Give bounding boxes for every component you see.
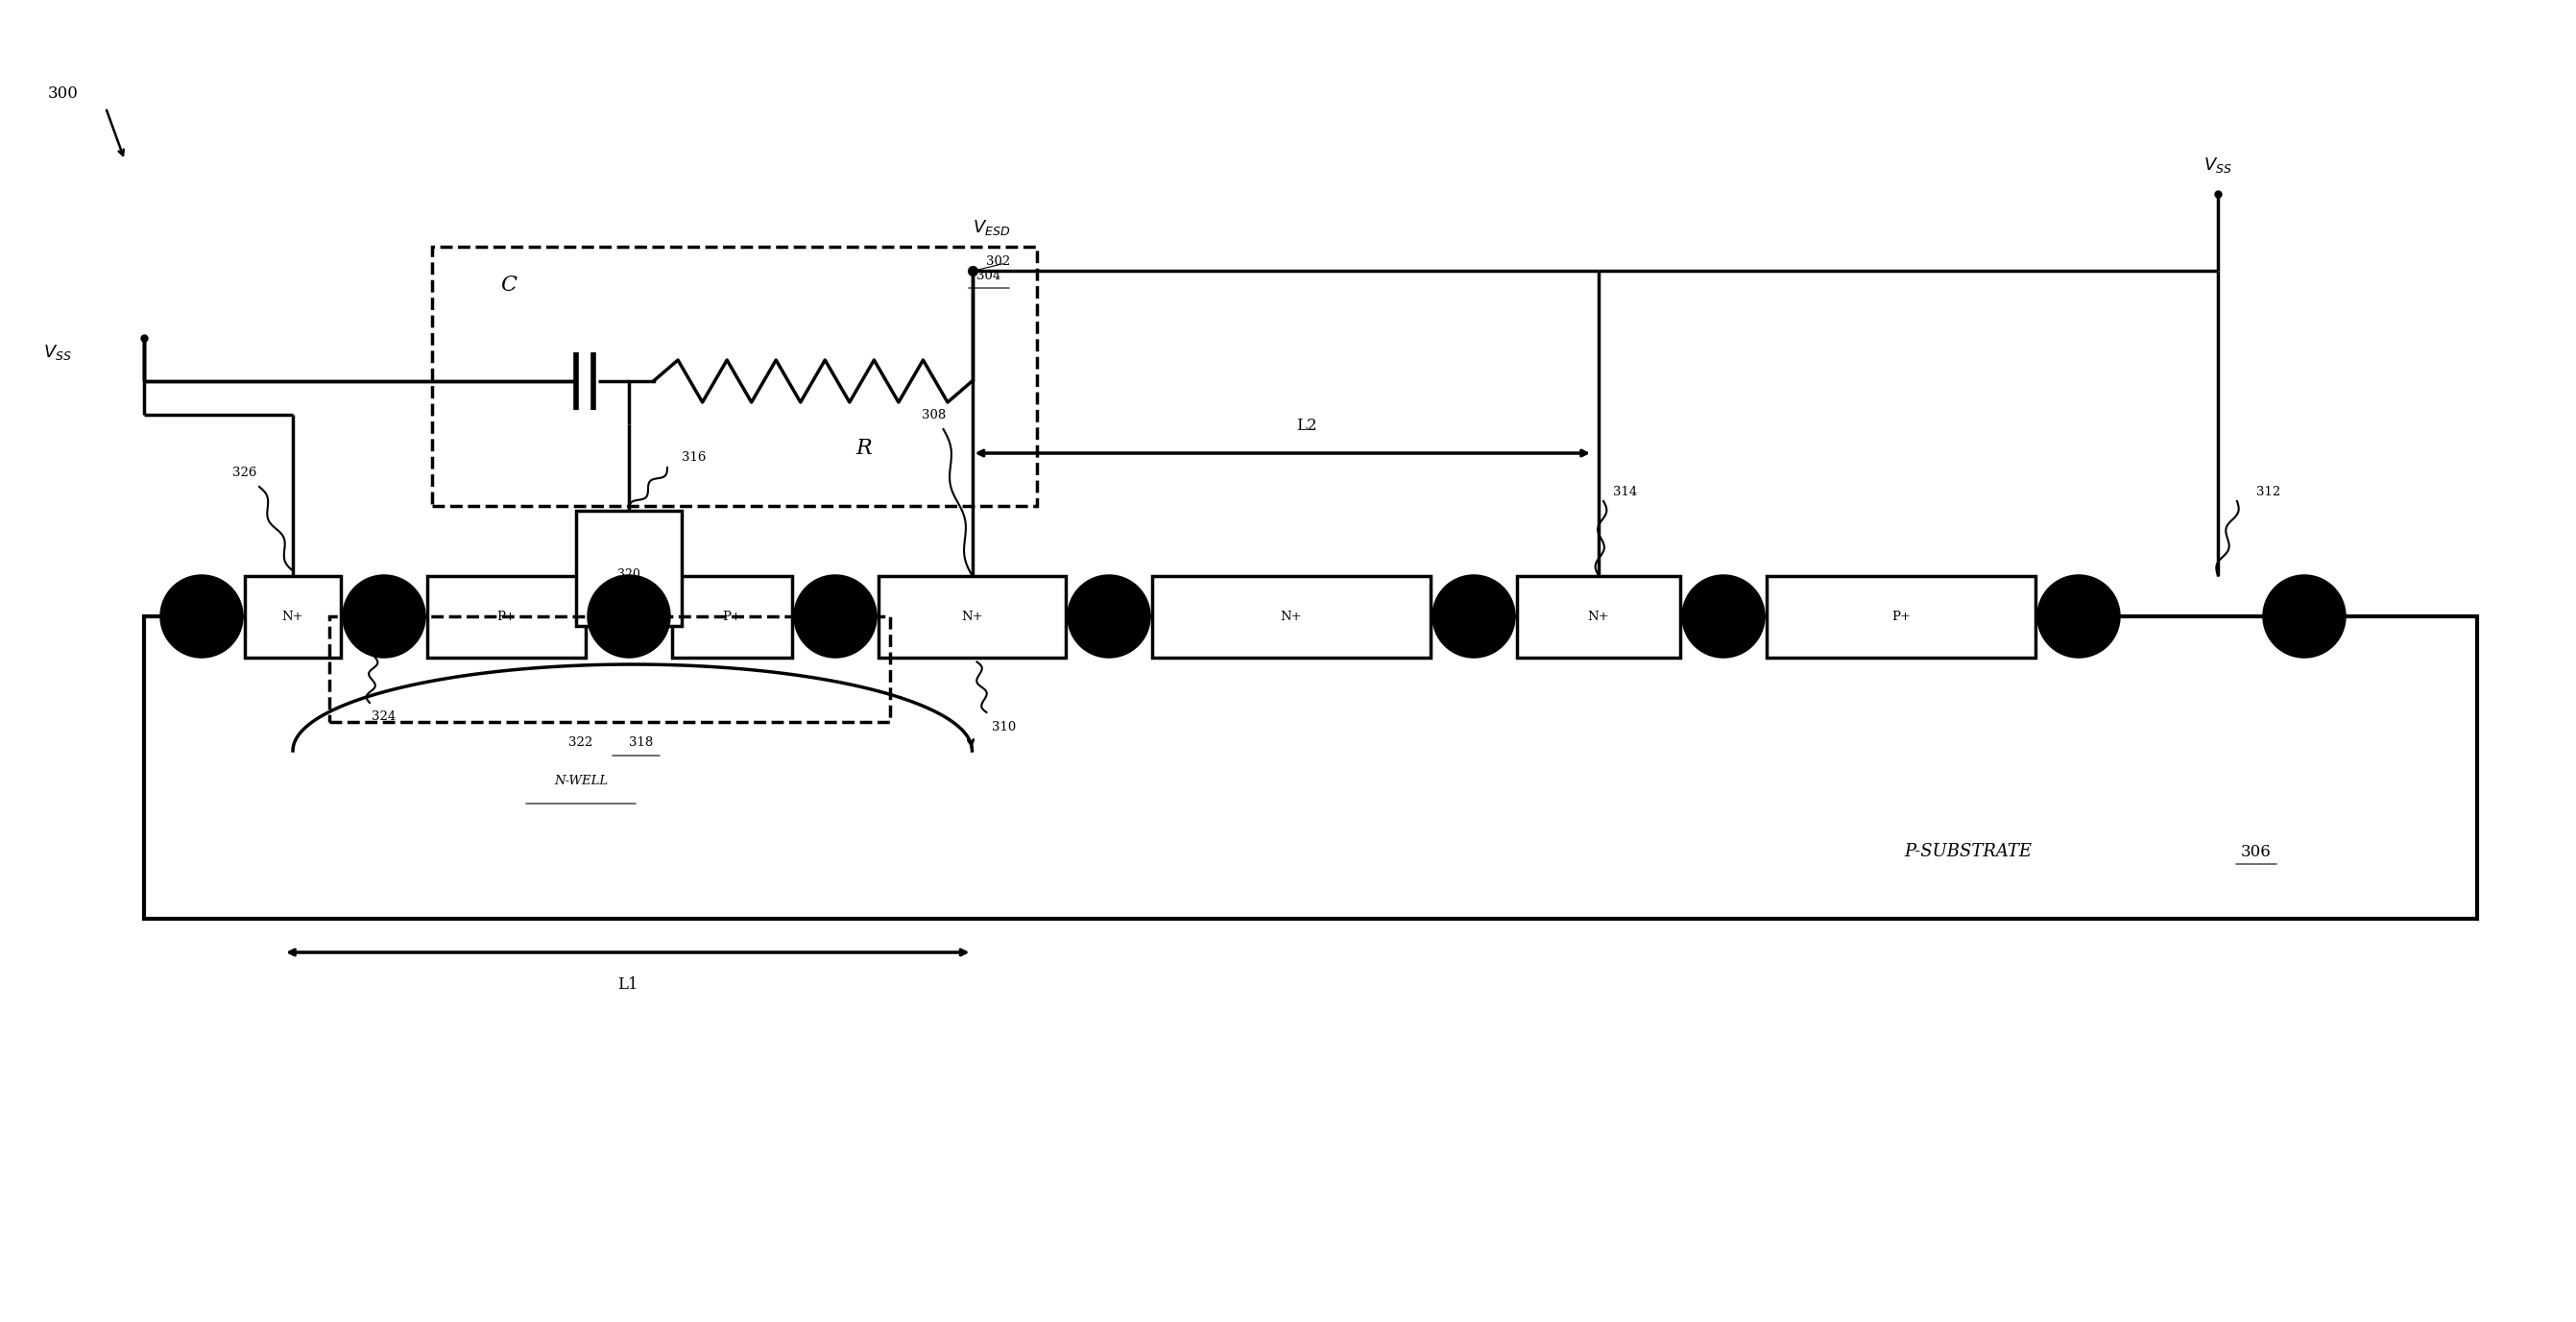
Circle shape — [343, 576, 425, 657]
FancyBboxPatch shape — [878, 575, 1066, 657]
Text: FOX: FOX — [1463, 612, 1486, 620]
Text: FOX: FOX — [2066, 612, 2089, 620]
Text: 312: 312 — [2257, 485, 2280, 498]
Circle shape — [2038, 576, 2120, 657]
Text: 300: 300 — [49, 85, 80, 102]
Text: $V_{ESD}$: $V_{ESD}$ — [971, 218, 1010, 237]
Text: $V_{SS}$: $V_{SS}$ — [2202, 156, 2233, 175]
FancyBboxPatch shape — [1517, 575, 1680, 657]
Text: 326: 326 — [232, 467, 258, 479]
Text: N+: N+ — [961, 611, 984, 623]
Bar — [433, 247, 1038, 506]
FancyBboxPatch shape — [672, 575, 791, 657]
Circle shape — [796, 576, 876, 657]
FancyBboxPatch shape — [144, 616, 2478, 919]
Text: L2: L2 — [1296, 418, 1316, 434]
Circle shape — [1432, 576, 1515, 657]
FancyBboxPatch shape — [1151, 575, 1430, 657]
Circle shape — [1682, 576, 1765, 657]
Circle shape — [1069, 576, 1149, 657]
Circle shape — [162, 576, 242, 657]
Text: 310: 310 — [992, 720, 1015, 732]
Text: P+: P+ — [497, 611, 515, 623]
FancyBboxPatch shape — [577, 510, 683, 625]
Text: 316: 316 — [683, 452, 706, 464]
Circle shape — [2264, 576, 2344, 657]
Text: L1: L1 — [618, 977, 639, 993]
Text: FOX: FOX — [191, 612, 214, 620]
FancyBboxPatch shape — [245, 575, 340, 657]
Text: 318: 318 — [629, 736, 654, 748]
Text: 304: 304 — [976, 270, 1002, 282]
Text: N+: N+ — [1280, 611, 1303, 623]
FancyBboxPatch shape — [428, 575, 585, 657]
Text: R: R — [855, 438, 873, 459]
Text: C: C — [500, 275, 518, 296]
Text: FOX: FOX — [374, 612, 397, 620]
Text: FOX: FOX — [618, 612, 641, 620]
Text: 322: 322 — [569, 736, 592, 748]
Text: FOX: FOX — [1713, 612, 1736, 620]
Text: FOX: FOX — [824, 612, 848, 620]
Text: N+: N+ — [281, 611, 304, 623]
Bar — [330, 616, 891, 722]
Text: P+: P+ — [1891, 611, 1911, 623]
Text: 324: 324 — [371, 711, 397, 723]
Text: 308: 308 — [922, 408, 945, 420]
Text: FOX: FOX — [1097, 612, 1121, 620]
Text: 314: 314 — [1613, 485, 1638, 498]
Text: FOX: FOX — [2293, 612, 2316, 620]
Circle shape — [587, 576, 670, 657]
Text: P-SUBSTRATE: P-SUBSTRATE — [1904, 843, 2032, 861]
Text: P+: P+ — [721, 611, 742, 623]
Text: N+: N+ — [1587, 611, 1610, 623]
Text: 306: 306 — [2241, 843, 2272, 859]
Text: N-WELL: N-WELL — [554, 775, 608, 787]
Text: $V_{SS}$: $V_{SS}$ — [44, 342, 72, 362]
Text: 302: 302 — [987, 255, 1010, 267]
FancyBboxPatch shape — [1767, 575, 2035, 657]
Text: 320: 320 — [618, 568, 641, 580]
